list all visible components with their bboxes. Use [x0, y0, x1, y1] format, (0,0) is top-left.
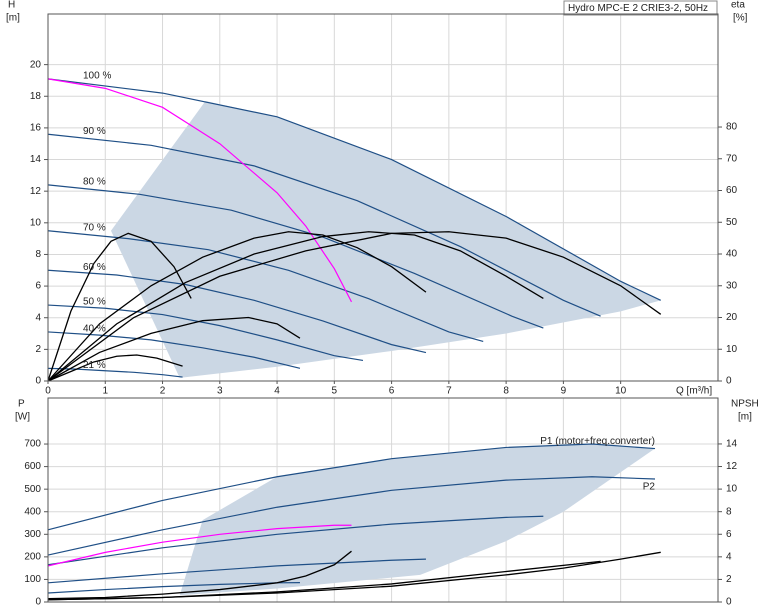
y-tick-label: 2 [35, 344, 41, 355]
y-tick-label: 4 [35, 312, 41, 323]
chart-title: Hydro MPC-E 2 CRIE3-2, 50Hz [568, 3, 708, 14]
x-label: Q [m³/h] [676, 386, 712, 397]
operating-range [110, 101, 661, 378]
curve [47, 78, 661, 301]
x-tick-label: 1 [102, 386, 108, 397]
curve-label: 50 % [83, 297, 106, 308]
y2-tick-label: 30 [726, 280, 738, 291]
curve [47, 558, 426, 584]
secondary-curve [47, 232, 192, 382]
curve-label: 90 % [83, 126, 106, 137]
x-tick-label: 9 [561, 386, 567, 397]
y-tick-label: 20 [30, 59, 42, 70]
y-unit: [W] [15, 412, 30, 423]
x-tick-label: 0 [45, 386, 51, 397]
curve-label: 100 % [83, 70, 111, 81]
y2-tick-label: 70 [726, 153, 738, 164]
curve-label: P1 (motor+freq.converter) [540, 436, 655, 447]
y2-tick-label: 0 [726, 597, 732, 608]
curve-label: 40 % [83, 324, 106, 335]
y2-unit: [%] [733, 13, 748, 24]
x-tick-label: 6 [389, 386, 395, 397]
curve [47, 524, 352, 567]
secondary-curve [47, 354, 183, 382]
x-tick-label: 3 [217, 386, 223, 397]
x-tick-label: 8 [503, 386, 509, 397]
y-tick-label: 10 [30, 217, 42, 228]
curve-label: P2 [643, 482, 656, 493]
y-tick-label: 8 [35, 249, 41, 260]
curve [47, 581, 300, 594]
y-tick-label: 600 [24, 461, 41, 472]
plot-frame [47, 397, 719, 603]
y-tick-label: 6 [35, 281, 41, 292]
y-tick-label: 0 [35, 597, 41, 608]
y2-tick-label: 20 [726, 312, 738, 323]
curve-label: 80 % [83, 176, 106, 187]
curve [47, 515, 544, 566]
y-tick-label: 200 [24, 552, 41, 563]
y2-tick-label: 10 [726, 344, 738, 355]
y-tick-label: 16 [30, 123, 42, 134]
y2-label: NPSH [731, 399, 759, 410]
secondary-curve [47, 316, 301, 382]
y-tick-label: 400 [24, 506, 41, 517]
x-tick-label: 4 [274, 386, 280, 397]
y2-tick-label: 14 [726, 439, 738, 450]
secondary-curve [47, 560, 601, 601]
curve-label: 60 % [83, 262, 106, 273]
curve [47, 367, 183, 378]
curve [47, 230, 484, 343]
y-tick-label: 0 [35, 376, 41, 387]
y2-tick-label: 60 [726, 185, 738, 196]
y-tick-label: 700 [24, 439, 41, 450]
y-tick-label: 14 [30, 154, 42, 165]
curve [47, 78, 353, 303]
secondary-curve [47, 550, 352, 600]
y2-tick-label: 80 [726, 122, 738, 133]
curve [47, 476, 656, 556]
x-tick-label: 10 [615, 386, 627, 397]
plots [47, 14, 718, 603]
curve [47, 269, 427, 354]
y2-unit: [m] [738, 412, 752, 423]
y2-tick-label: 10 [726, 484, 738, 495]
curve [47, 304, 364, 362]
y2-tick-label: 8 [726, 506, 732, 517]
y2-tick-label: 2 [726, 574, 732, 585]
y2-tick-label: 50 [726, 217, 738, 228]
y2-tick-label: 6 [726, 529, 732, 540]
secondary-curve [47, 231, 544, 382]
curve [47, 133, 601, 317]
y2-tick-label: 4 [726, 551, 732, 562]
y2-label: eta [731, 0, 745, 11]
title-box [563, 0, 718, 16]
x-tick-label: 2 [160, 386, 166, 397]
curve-label: 70 % [83, 222, 106, 233]
x-tick-label: 5 [332, 386, 338, 397]
curve-label: 21 % [83, 360, 106, 371]
secondary-curve [47, 231, 662, 382]
secondary-curve [47, 231, 427, 382]
x-tick-label: 7 [446, 386, 452, 397]
y-tick-label: 500 [24, 484, 41, 495]
y-tick-label: 300 [24, 529, 41, 540]
operating-range [179, 444, 656, 596]
y2-tick-label: 0 [726, 376, 732, 387]
y-tick-label: 12 [30, 186, 42, 197]
y2-tick-label: 40 [726, 249, 738, 260]
y2-tick-label: 12 [726, 461, 738, 472]
curve [47, 331, 301, 369]
y-tick-label: 100 [24, 574, 41, 585]
y-label: P [18, 399, 25, 410]
y-unit: [m] [6, 13, 20, 24]
y-tick-label: 18 [30, 91, 42, 102]
plot-frame [47, 13, 719, 382]
y-label: H [8, 0, 15, 11]
curve [47, 443, 656, 531]
